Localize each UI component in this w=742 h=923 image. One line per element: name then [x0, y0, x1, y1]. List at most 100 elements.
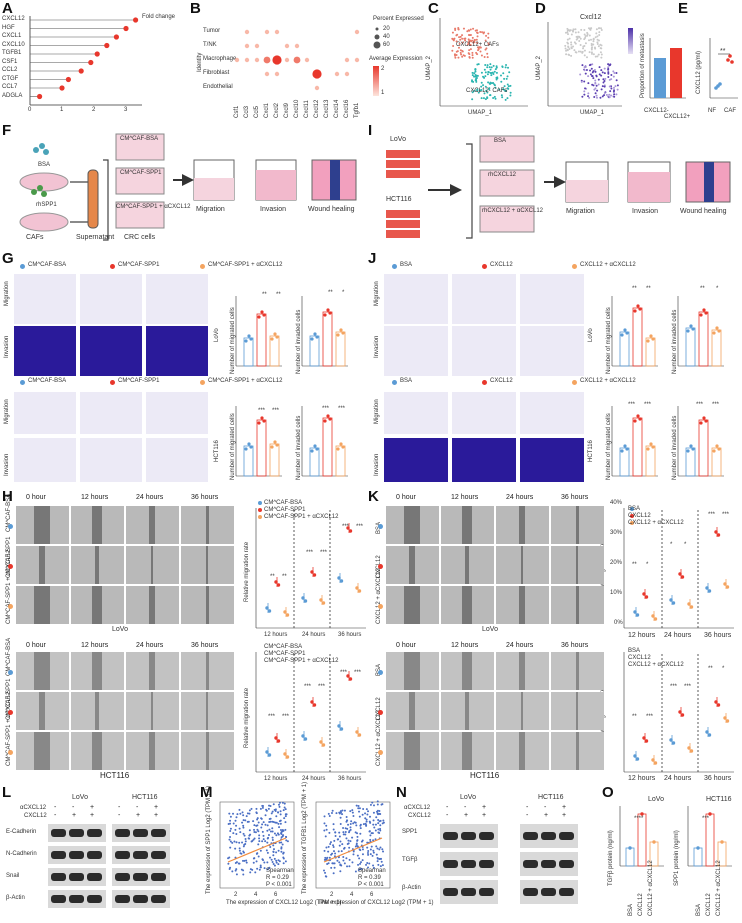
h-sig: *** — [318, 684, 326, 690]
wound-image — [16, 692, 69, 730]
scatter-point — [369, 815, 372, 818]
scatter-point — [242, 851, 245, 854]
mean-point — [285, 755, 290, 759]
wound-gap — [519, 506, 525, 544]
blot-band — [133, 829, 148, 837]
feature-point — [570, 46, 573, 49]
umap-point — [476, 35, 479, 38]
o-title-lovo: LoVo — [648, 796, 664, 803]
scatter-point — [262, 834, 265, 837]
bar-point — [270, 445, 274, 449]
blot-band — [559, 888, 574, 896]
panel-label-g: G — [2, 250, 14, 267]
j-micrograph — [452, 274, 516, 324]
g-micrograph — [14, 274, 76, 324]
umap-point — [466, 30, 469, 33]
j-sig: ** — [646, 286, 651, 292]
scatter-point — [264, 823, 267, 826]
m2-ylabel: The expression of TGFB1 Log2 (TPM + 1) — [302, 781, 308, 894]
umap-point — [484, 39, 487, 42]
scatter-point — [348, 846, 351, 849]
feature-point — [594, 70, 597, 73]
wound-gap — [576, 692, 578, 730]
protein-label: β-Actin — [402, 885, 421, 891]
bar-point — [704, 419, 708, 423]
bar-point — [625, 331, 629, 335]
wound-image — [71, 692, 124, 730]
feature-point — [589, 69, 592, 72]
mean-point — [337, 576, 341, 580]
i-invasion: Invasion — [632, 208, 659, 215]
scatter-point — [346, 827, 349, 830]
scatter-point — [281, 843, 284, 846]
g-sig: ** — [276, 292, 281, 298]
scatter-point — [246, 812, 249, 815]
scatter-point — [376, 860, 379, 863]
scatter-point — [346, 843, 349, 846]
scatter-point — [370, 845, 373, 848]
bar — [256, 419, 267, 477]
umap-point — [455, 40, 458, 43]
wound-image — [386, 546, 439, 584]
umap-point — [459, 35, 462, 38]
umap-point — [489, 68, 492, 71]
scatter-point — [279, 822, 282, 825]
blot-band — [133, 873, 148, 881]
x-tick: 2 — [92, 107, 96, 113]
protein-label: N-Cadherin — [6, 851, 37, 857]
blot-band — [151, 873, 166, 881]
mean-point — [357, 733, 362, 737]
m2-stat: Spearman — [358, 868, 386, 874]
scatter-point — [348, 865, 351, 868]
bar-point — [623, 444, 627, 448]
scatter-point — [374, 829, 377, 832]
umap-point — [483, 68, 486, 71]
umap-point — [451, 49, 454, 52]
bar — [645, 337, 656, 367]
mean-point — [633, 754, 637, 758]
scatter-point — [355, 842, 358, 845]
h-sig: *** — [268, 714, 276, 720]
panel_n-sign: + — [464, 812, 469, 819]
umap-point — [506, 83, 509, 86]
panel-label-c: C — [428, 0, 439, 17]
feature-point — [572, 28, 575, 31]
scatter-point — [366, 813, 369, 816]
k-times-bottom: 0 hour 12 hours 24 hours 36 hours — [384, 642, 606, 652]
scatter-point — [281, 828, 284, 831]
wound-image — [181, 692, 234, 730]
wound-image — [71, 652, 124, 690]
i-lovo: LoVo — [390, 136, 406, 143]
scatter-point — [271, 830, 274, 833]
scatter-point — [379, 857, 382, 860]
scatter-point — [270, 812, 273, 815]
i-wound: Wound healing — [680, 208, 727, 215]
wound-gap — [34, 652, 50, 690]
scatter-point — [229, 822, 232, 825]
scatter-point — [271, 827, 274, 830]
legend-marker — [200, 264, 205, 269]
blot-box — [48, 868, 106, 886]
umap-point — [495, 71, 498, 74]
mean-point — [689, 605, 694, 609]
m2-xtick: 4 — [350, 892, 354, 898]
scatter-point — [228, 812, 231, 815]
scatter-point — [372, 819, 375, 822]
l-lovo: LoVo — [72, 794, 88, 801]
wound-gap — [149, 732, 155, 770]
umap-point — [484, 75, 487, 78]
k-legend-1b: BSA — [628, 648, 641, 654]
panel-h: 0 hour 12 hours 24 hours 36 hours 0 hour 12 … — [0, 494, 370, 782]
scatter-point — [277, 822, 280, 825]
h-sig: ** — [270, 574, 275, 580]
scatter-point — [359, 832, 362, 835]
h-x-24: 24 hours — [302, 632, 326, 638]
feature-point — [589, 73, 592, 76]
scatter-point — [243, 859, 246, 862]
scatter-point — [382, 850, 385, 853]
scatter-point — [379, 819, 382, 822]
k-legend-2b: CXCL12 — [628, 655, 651, 661]
feature-point — [567, 33, 570, 36]
bar-point — [686, 449, 690, 453]
timepoint-label: 36 hours — [561, 642, 589, 649]
